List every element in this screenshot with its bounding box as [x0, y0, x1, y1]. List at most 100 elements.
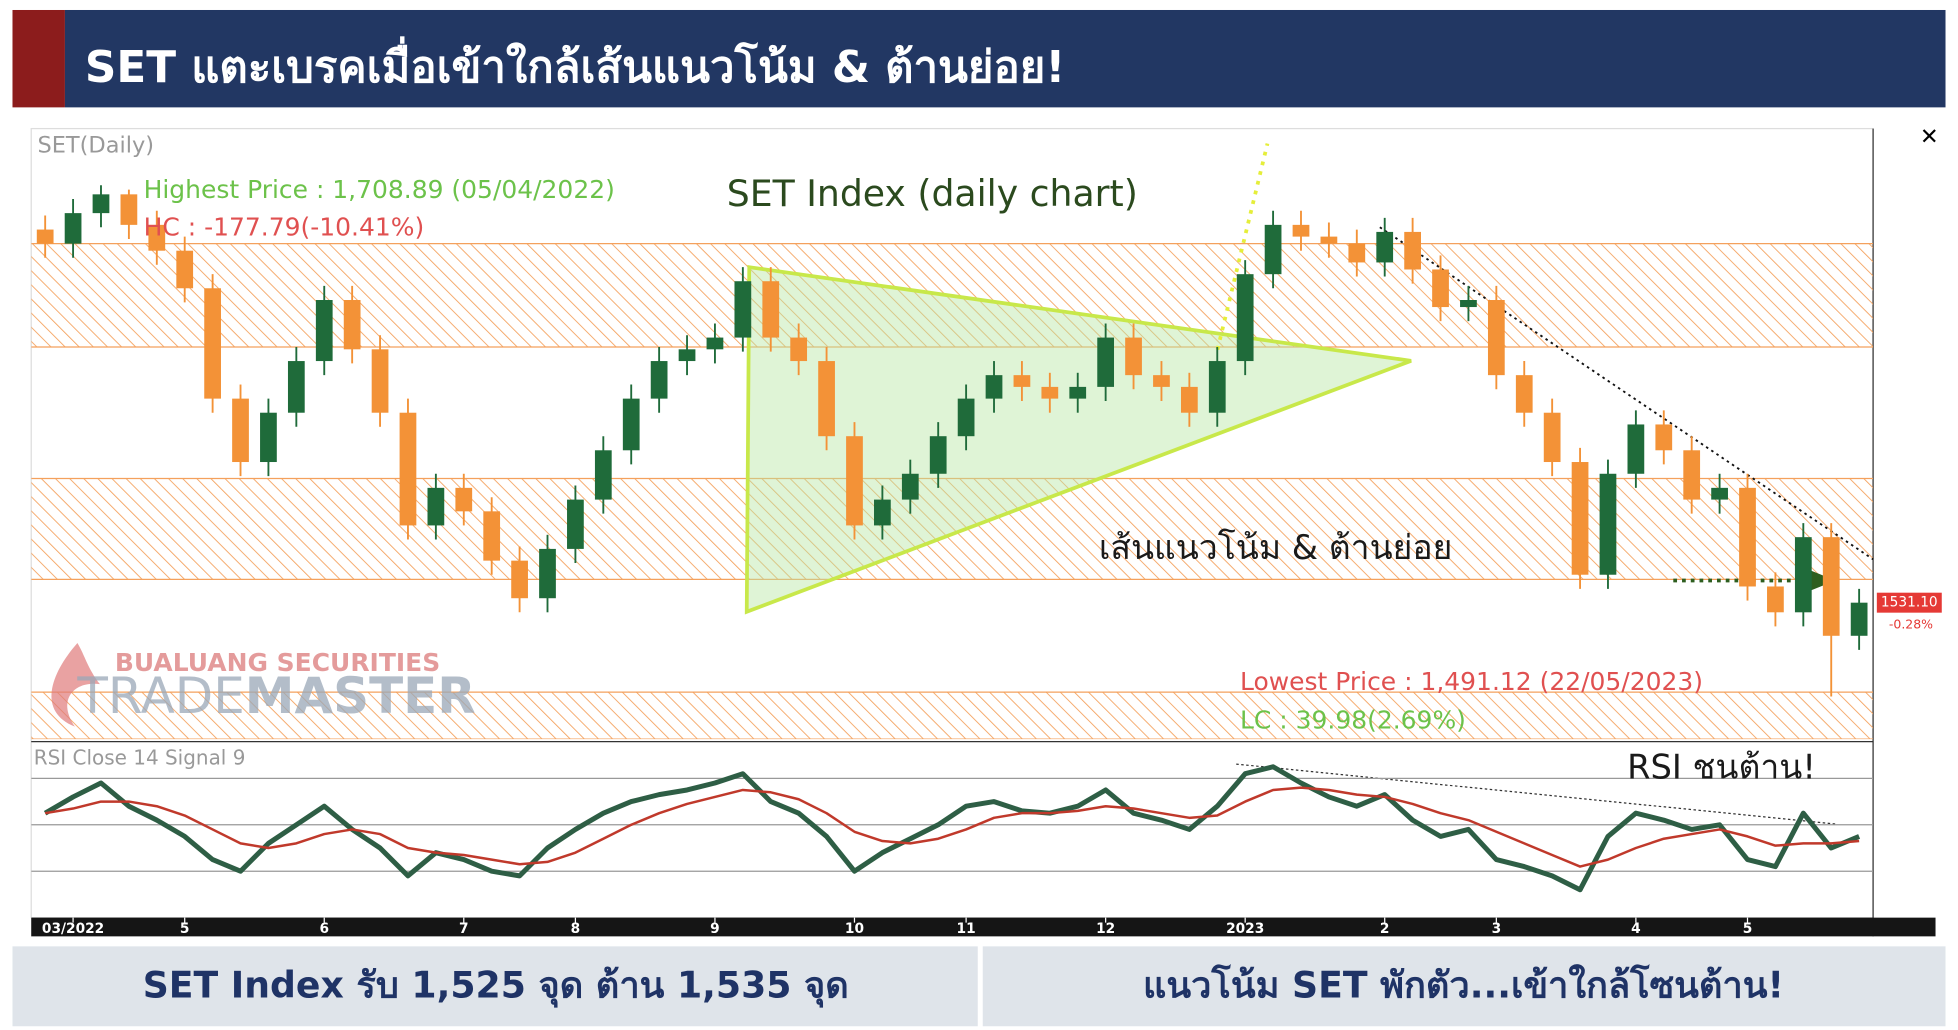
lowest-label: Lowest Price : 1,491.12 (22/05/2023): [1240, 667, 1703, 696]
candle-body: [594, 450, 612, 500]
footer-right-box: [982, 946, 1946, 1027]
chart-subtitle: SET(Daily): [37, 133, 154, 159]
candle-body: [511, 560, 528, 599]
watermark-light: TRADE: [76, 667, 244, 725]
x-tick-label: 5: [1743, 921, 1753, 937]
candle-body: [734, 281, 752, 338]
candle-body: [64, 213, 82, 244]
header-bar: [64, 9, 1946, 108]
candle-body: [204, 288, 221, 399]
logo: [51, 642, 100, 727]
candle-body: [1125, 337, 1142, 376]
candle-body: [260, 412, 277, 463]
candle-body: [1432, 269, 1449, 308]
footer-left-box: [12, 946, 978, 1027]
candle-body: [1376, 231, 1394, 263]
trend-label: เส้นแนวโน้ม & ต้านย่อย: [1099, 528, 1453, 567]
candle-body: [1822, 537, 1840, 636]
candle-body: [622, 398, 640, 451]
candle-body: [36, 229, 54, 244]
lc-label: LC : 39.98(2.69%): [1240, 706, 1466, 735]
candle-body: [1097, 337, 1115, 387]
candle-body: [1320, 236, 1338, 244]
trend-line: [1379, 226, 1874, 561]
candle-body: [483, 511, 501, 561]
rsi-line: [43, 764, 1861, 893]
candle-body: [1627, 424, 1645, 474]
header-accent: [12, 9, 65, 108]
last-price-tag: [1876, 592, 1942, 613]
highest-label: Highest Price : 1,708.89 (05/04/2022): [144, 175, 615, 204]
candle-body: [1599, 473, 1617, 575]
candle-body: [1013, 375, 1031, 387]
candle-body: [120, 194, 138, 225]
candle-body: [1264, 224, 1282, 275]
candle-body: [901, 473, 919, 500]
candle-body: [427, 487, 445, 526]
candle-body: [1487, 300, 1505, 376]
x-tick-label: 12: [1096, 921, 1115, 937]
candle-body: [1236, 274, 1254, 362]
candle-body: [1543, 412, 1561, 463]
header-title: SET แตะเบรคเมื่อเข้าใกล้เส้นแนวโน้ม & ต้…: [85, 36, 1065, 93]
candle-body: [1711, 487, 1728, 500]
candle-body: [678, 349, 696, 362]
candle-body: [1655, 424, 1673, 451]
candle-body: [343, 300, 361, 350]
close-icon[interactable]: ✕: [1920, 124, 1939, 150]
candle-body: [1069, 386, 1087, 399]
candle-body: [399, 412, 417, 526]
candle-body: [1292, 224, 1310, 237]
candle-body: [1460, 300, 1477, 308]
x-tick-label: 2: [1380, 921, 1390, 937]
indicator-title: RSI Close 14 Signal 9: [34, 746, 246, 770]
candle-body: [790, 337, 808, 362]
x-tick-label: 11: [957, 921, 976, 937]
zone: [31, 692, 1874, 740]
candle-body: [929, 436, 947, 474]
x-tick-label: 5: [180, 921, 190, 937]
footer-right: แนวโน้ม SET พักตัว...เข้าใกล้โซนต้าน!: [1143, 964, 1784, 1007]
x-axis-strip: [31, 917, 1936, 937]
candle-body: [287, 361, 305, 413]
candle-body: [957, 398, 975, 437]
candle-body: [1739, 487, 1756, 587]
chart-title: SET Index (daily chart): [727, 172, 1138, 215]
zone: [31, 478, 1874, 580]
candle-body: [650, 361, 668, 399]
x-tick-label: 2023: [1226, 921, 1264, 937]
last-price-label: 1531.10: [1881, 595, 1938, 611]
candle-body: [371, 349, 389, 413]
rsi-note: RSI ชนต้าน!: [1627, 748, 1816, 787]
candle-body: [1850, 602, 1868, 636]
candle-body: [1571, 462, 1589, 575]
watermark-bold: MASTER: [245, 667, 476, 725]
candle-body: [455, 487, 473, 512]
x-tick-label: 03/2022: [42, 921, 104, 937]
candle-body: [1794, 537, 1812, 613]
rsi-trend-line: [1236, 763, 1836, 825]
candle-body: [1348, 243, 1366, 263]
x-tick-label: 9: [710, 921, 720, 937]
candle-body: [818, 361, 835, 437]
candle-body: [1180, 386, 1198, 413]
x-tick-label: 10: [845, 921, 864, 937]
candle-body: [706, 337, 724, 350]
candle-body: [874, 499, 891, 526]
watermark-brand: TRADEMASTER: [76, 667, 475, 725]
candle-body: [1153, 375, 1170, 387]
candle-body: [1683, 450, 1701, 500]
candle-body: [539, 548, 556, 599]
candle-body: [176, 250, 194, 289]
candle-body: [315, 300, 333, 362]
candle-body: [567, 499, 584, 549]
candle-body: [1041, 386, 1059, 399]
candle-body: [1767, 586, 1784, 613]
x-tick-label: 4: [1631, 921, 1641, 937]
candle-body: [1515, 375, 1533, 413]
candle-body: [92, 194, 110, 214]
candle-body: [1208, 361, 1226, 413]
watermark-company: BUALUANG SECURITIES: [115, 648, 440, 677]
